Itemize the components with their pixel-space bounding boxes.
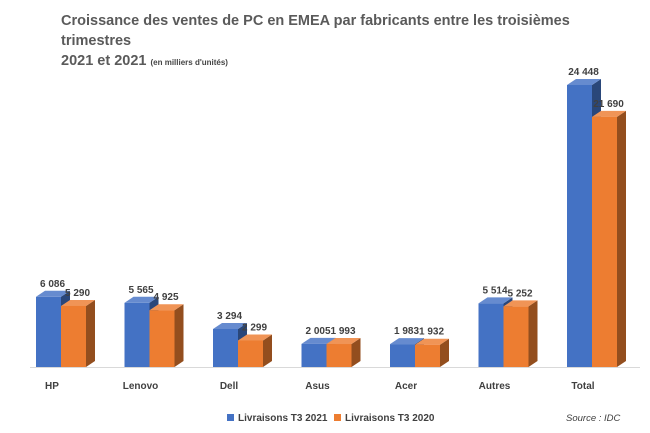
legend-swatch <box>227 414 234 421</box>
category-label-autres: Autres <box>479 381 511 392</box>
legend-item-t3-2020: Livraisons T3 2020 <box>334 413 435 424</box>
data-label-hp-t3-2021: 6 086 <box>40 279 65 290</box>
data-label-acer-t3-2020: 1 932 <box>419 327 444 338</box>
legend-swatch <box>334 414 341 421</box>
chart-title: Croissance des ventes de PC en EMEA par … <box>61 11 621 73</box>
bar-hp-t3-2020 <box>61 299 95 367</box>
bar-autres-t3-2020 <box>503 300 538 367</box>
category-label-dell: Dell <box>220 381 239 392</box>
category-label-lenovo: Lenovo <box>123 381 159 392</box>
legend-label: Livraisons T3 2021 <box>238 413 328 424</box>
chart-unit-note: (en milliers d'unités) <box>150 58 228 67</box>
category-label-acer: Acer <box>395 381 417 392</box>
data-label-dell-t3-2020: 2 299 <box>242 322 267 333</box>
data-label-asus-t3-2021: 2 005 <box>305 326 330 337</box>
category-label-asus: Asus <box>305 381 330 392</box>
bar-dell-t3-2021 <box>213 323 247 367</box>
chart-legend: Livraisons T3 2021 Livraisons T3 2020 <box>0 413 650 429</box>
chart-source: Source : IDC <box>566 413 621 424</box>
data-label-autres-t3-2020: 5 252 <box>507 288 532 299</box>
legend-item-t3-2021: Livraisons T3 2021 <box>227 413 328 424</box>
data-label-lenovo-t3-2021: 5 565 <box>128 285 153 296</box>
bar-acer-t3-2020 <box>415 338 449 367</box>
bar-lenovo-t3-2020 <box>149 304 184 367</box>
data-label-dell-t3-2021: 3 294 <box>217 311 242 322</box>
data-label-hp-t3-2020: 5 290 <box>65 288 90 299</box>
category-label-total: Total <box>571 381 594 392</box>
data-label-total-t3-2020: 21 690 <box>593 99 624 110</box>
data-label-autres-t3-2021: 5 514 <box>482 285 507 296</box>
data-label-asus-t3-2020: 1 993 <box>330 326 355 337</box>
data-label-acer-t3-2021: 1 983 <box>394 326 419 337</box>
bar-dell-t3-2020 <box>238 334 272 367</box>
legend-label: Livraisons T3 2020 <box>345 413 435 424</box>
chart-title-line2: 2021 et 2021 <box>61 53 147 69</box>
chart-title-line1: Croissance des ventes de PC en EMEA par … <box>61 13 570 49</box>
category-label-hp: HP <box>45 381 59 392</box>
data-label-lenovo-t3-2020: 4 925 <box>153 292 178 303</box>
data-label-total-t3-2021: 24 448 <box>568 67 599 78</box>
bar-total-t3-2020 <box>592 110 626 368</box>
bar-asus-t3-2020 <box>326 338 361 367</box>
